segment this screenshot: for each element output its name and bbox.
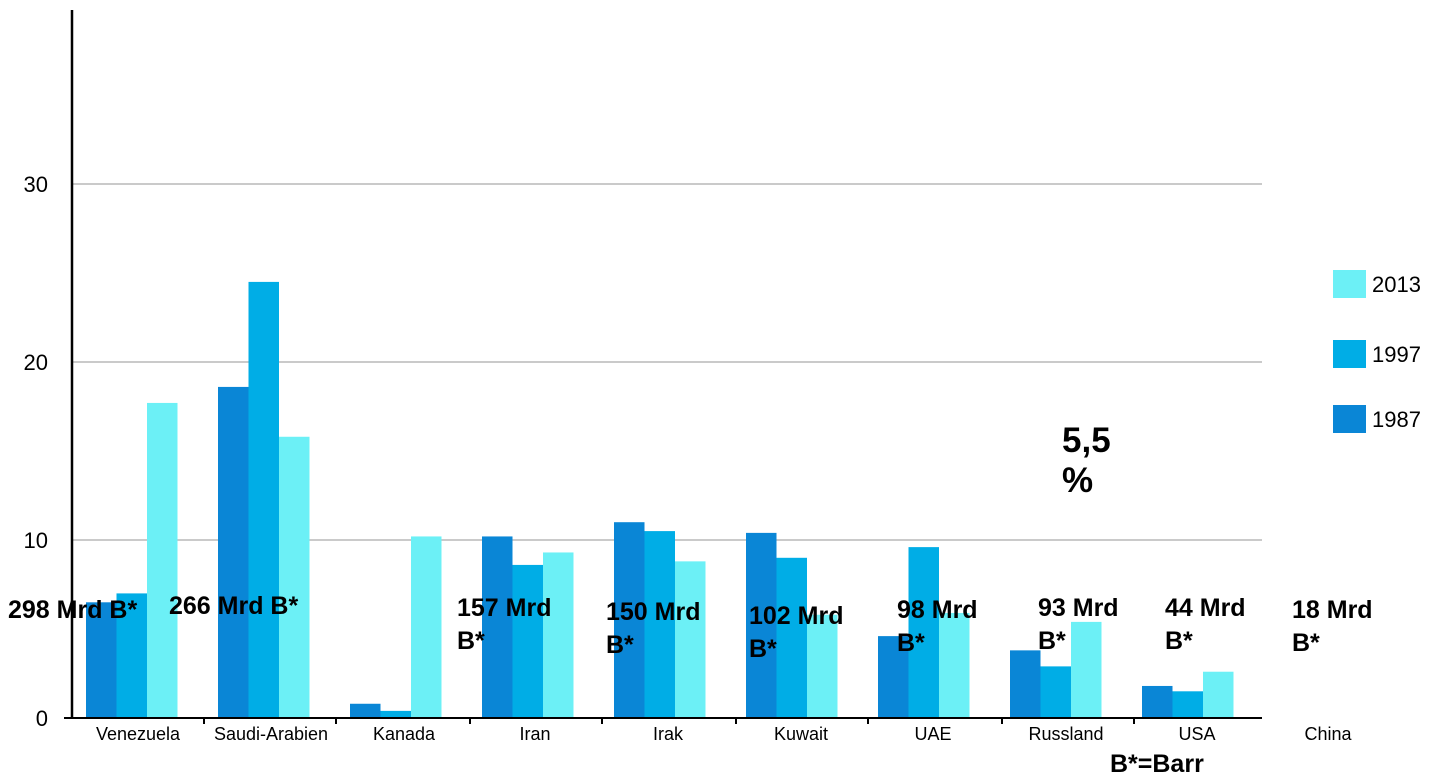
category-label: UAE (914, 724, 951, 744)
bar-2013-irak (675, 561, 706, 718)
legend-label-1997: 1997 (1372, 342, 1421, 367)
bar-1987-venezuela (86, 602, 117, 718)
legend-swatch-1987 (1333, 405, 1366, 433)
bar-2013-kanada (411, 536, 442, 718)
bar-2013-iran (543, 552, 574, 718)
y-tick-labels: 0 10 20 30 (24, 172, 48, 731)
category-label: Kuwait (774, 724, 828, 744)
bar-1997-kanada (380, 710, 411, 718)
bar-1987-kuwait (746, 532, 777, 718)
reserve-label: 150 Mrd B* (606, 598, 700, 659)
bar-2013-usa (1203, 671, 1234, 718)
bar-1997-saudi-arabien (248, 281, 279, 718)
bar-1987-kanada (350, 703, 381, 718)
bars (86, 281, 1234, 718)
reserve-label: 44 Mrd B* (1165, 594, 1246, 655)
legend-label-1987: 1987 (1372, 407, 1421, 432)
reserve-label: 157 Mrd B* (457, 594, 551, 655)
axes (64, 10, 1262, 724)
reserve-label: 266 Mrd B* (169, 592, 298, 620)
bar-1997-venezuela (116, 593, 147, 718)
footnote: B*=Barr (1110, 750, 1204, 776)
category-label: China (1304, 724, 1352, 744)
category-label: Russland (1028, 724, 1103, 744)
bar-2013-saudi-arabien (279, 436, 310, 718)
bar-1997-kuwait (776, 557, 807, 718)
category-label: Irak (653, 724, 684, 744)
category-label: Venezuela (96, 724, 181, 744)
reserve-annotations: 298 Mrd B* 266 Mrd B* 157 Mrd B* 150 Mrd B* 10… (8, 592, 1373, 663)
bar-1997-iran (512, 564, 543, 718)
legend-swatch-1997 (1333, 340, 1366, 368)
reserve-label: 298 Mrd B* (8, 596, 137, 624)
bar-1997-irak (644, 531, 675, 718)
bar-2013-russland (1071, 621, 1102, 718)
y-tick-label: 30 (24, 172, 48, 197)
bar-1987-saudi-arabien (218, 386, 249, 718)
y-tick-label: 20 (24, 350, 48, 375)
bar-1987-russland (1010, 650, 1041, 718)
reserve-label: 93 Mrd B* (1038, 594, 1119, 655)
bar-1987-usa (1142, 685, 1173, 718)
reserve-label: 98 Mrd B* (897, 596, 978, 657)
y-tick-label: 10 (24, 528, 48, 553)
bar-2013-kuwait (807, 614, 838, 718)
bar-1987-irak (614, 522, 645, 718)
bar-1987-uae (878, 636, 909, 718)
legend: 2013 1997 1987 (1333, 270, 1421, 433)
bar-1987-iran (482, 536, 513, 718)
reserve-label: 102 Mrd B* (749, 602, 843, 663)
bar-2013-uae (939, 612, 970, 718)
y-tick-label: 0 (36, 706, 48, 731)
category-label: USA (1178, 724, 1215, 744)
bar-1997-russland (1040, 666, 1071, 718)
bar-2013-venezuela (147, 402, 178, 718)
bar-1997-uae (908, 547, 939, 718)
percent-annotation: 5,5% (1062, 421, 1111, 500)
category-label: Saudi-Arabien (214, 724, 328, 744)
bar-1997-usa (1172, 691, 1203, 718)
legend-label-2013: 2013 (1372, 272, 1421, 297)
reserve-label: 18 Mrd B* (1292, 596, 1373, 657)
legend-swatch-2013 (1333, 270, 1366, 298)
category-label: Kanada (373, 724, 436, 744)
category-label: Iran (519, 724, 550, 744)
x-category-labels: Venezuela Saudi-Arabien Kanada Iran Irak Kuwa… (96, 724, 1353, 744)
